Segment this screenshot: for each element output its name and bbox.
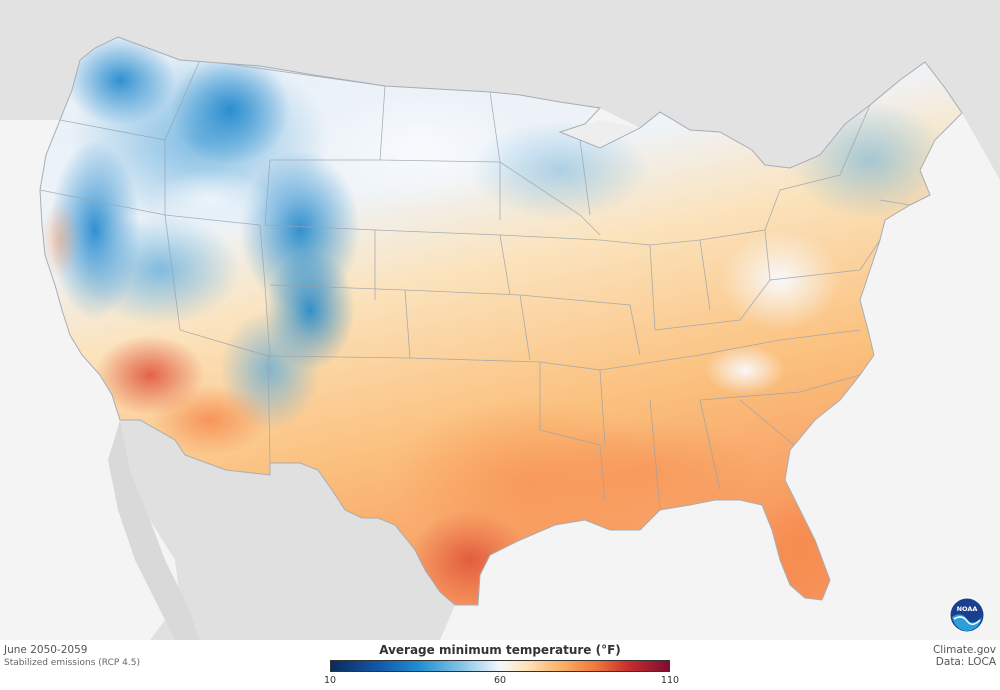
noaa-logo-text: NOAA [957, 605, 978, 613]
legend-tick-max: 110 [660, 675, 680, 686]
baja-peninsula [108, 420, 200, 640]
temperature-map [0, 0, 1000, 640]
legend-tick-min: 10 [323, 675, 337, 686]
data-source-label: Data: LOCA [935, 656, 996, 668]
legend-tick-mid: 60 [493, 675, 507, 686]
noaa-logo-icon: NOAA [949, 597, 985, 633]
scenario-label: Stabilized emissions (RCP 4.5) [4, 658, 140, 668]
canada-landmass [0, 0, 1000, 180]
period-label: June 2050-2059 [4, 644, 88, 656]
mexico-landmass [120, 420, 455, 640]
state-boundaries [40, 59, 911, 511]
legend-title: Average minimum temperature (°F) [379, 643, 621, 657]
map-footer: June 2050-2059 Stabilized emissions (RCP… [0, 640, 1000, 690]
source-label: Climate.gov [932, 644, 996, 656]
legend-color-bar [330, 660, 670, 672]
map-area: NOAA [0, 0, 1000, 640]
